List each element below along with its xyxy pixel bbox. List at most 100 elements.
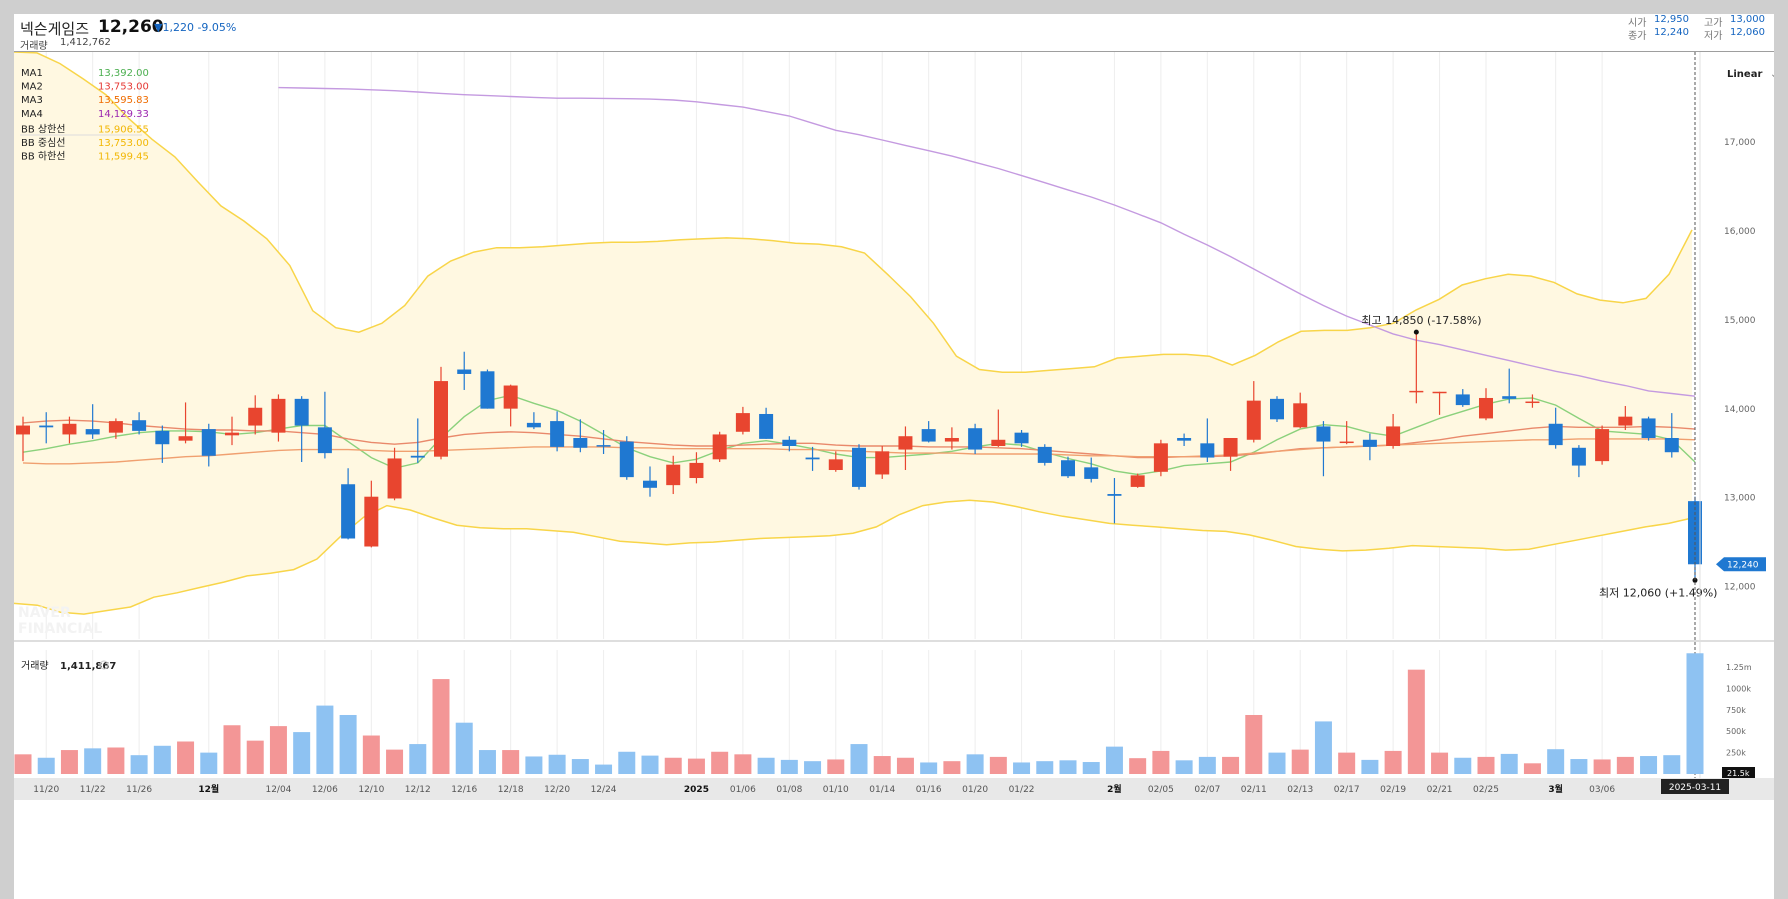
candle[interactable] (16, 416, 30, 462)
candle[interactable] (155, 425, 170, 463)
candle[interactable] (944, 427, 959, 450)
volume-bar (757, 757, 775, 774)
candle[interactable] (1641, 416, 1656, 441)
candle[interactable] (1246, 381, 1261, 443)
candle[interactable] (1339, 421, 1354, 445)
candle[interactable] (1014, 429, 1029, 447)
candle-body (619, 441, 634, 478)
candle[interactable] (178, 402, 193, 444)
candle[interactable] (1548, 407, 1563, 449)
candle[interactable] (1618, 405, 1633, 430)
candle[interactable] (457, 351, 472, 390)
candle[interactable] (317, 391, 332, 459)
candle[interactable] (387, 447, 402, 501)
candle-body (1455, 394, 1470, 406)
candle-body (225, 432, 239, 436)
candle[interactable] (1409, 332, 1424, 404)
candle[interactable] (1153, 439, 1168, 477)
candle[interactable] (968, 423, 983, 455)
candle-body (271, 398, 286, 433)
candle[interactable] (852, 444, 866, 490)
candle[interactable] (503, 384, 518, 427)
candle[interactable] (805, 446, 820, 471)
candle-body (178, 436, 193, 441)
candle[interactable] (1571, 445, 1586, 478)
candle[interactable] (434, 366, 448, 460)
candle[interactable] (1223, 437, 1238, 471)
volume-bar (130, 755, 148, 774)
candle[interactable] (1664, 413, 1679, 458)
candle[interactable] (1362, 433, 1377, 461)
candle[interactable] (921, 421, 936, 443)
candle[interactable] (410, 418, 425, 463)
candle[interactable] (1293, 392, 1308, 429)
candle[interactable] (271, 394, 286, 442)
candle[interactable] (225, 416, 239, 446)
candle[interactable] (1595, 425, 1610, 465)
candle[interactable] (619, 436, 634, 480)
candle[interactable] (1270, 396, 1284, 422)
candle[interactable] (875, 446, 890, 479)
candle[interactable] (1525, 394, 1540, 408)
candle[interactable] (991, 409, 1006, 447)
candle[interactable] (573, 419, 588, 453)
volume-bar (1384, 750, 1402, 774)
candle[interactable] (108, 418, 123, 439)
candle[interactable] (1037, 444, 1052, 466)
candle[interactable] (1061, 456, 1075, 479)
volume-axis-tick: 750k (1726, 706, 1746, 715)
candle[interactable] (1130, 473, 1145, 488)
candle[interactable] (712, 431, 727, 463)
candle[interactable] (39, 412, 54, 444)
candle[interactable] (85, 404, 100, 439)
candle[interactable] (643, 466, 657, 497)
candle[interactable] (735, 406, 750, 435)
candle[interactable] (898, 426, 913, 471)
legend-value: 11,599.45 (98, 152, 149, 163)
candle[interactable] (1502, 368, 1517, 404)
candle[interactable] (132, 412, 147, 435)
settings-icon[interactable] (99, 660, 109, 670)
candle[interactable] (201, 423, 216, 467)
candle[interactable] (759, 407, 774, 439)
candle[interactable] (689, 452, 704, 484)
watermark-line-1: NAVER (18, 605, 71, 621)
candle[interactable] (294, 396, 309, 463)
candle[interactable] (248, 395, 263, 435)
candle[interactable] (1107, 478, 1122, 524)
volume-bar (734, 754, 752, 774)
volume-bar (1616, 756, 1634, 774)
volume-bar (177, 741, 195, 774)
candle[interactable] (364, 480, 379, 548)
volume-bar (1500, 753, 1518, 774)
x-axis-tick: 3월 (1548, 783, 1563, 795)
candle[interactable] (828, 451, 843, 472)
candle-body (1130, 475, 1145, 487)
x-axis-tick: 12/20 (544, 785, 570, 795)
candle[interactable] (1386, 413, 1401, 449)
candle[interactable] (480, 369, 495, 409)
candle[interactable] (1432, 391, 1447, 415)
current-price-tag-text: 12,240 (1727, 560, 1759, 570)
candle[interactable] (596, 429, 611, 455)
candle[interactable] (341, 468, 356, 540)
legend-label: MA3 (21, 95, 43, 106)
candle[interactable] (666, 455, 681, 495)
volume-bar (1175, 760, 1193, 774)
candle[interactable] (1479, 388, 1493, 421)
candle-body (39, 425, 54, 428)
candle[interactable] (1455, 389, 1470, 407)
current-volume-tag-text: 21.5k (1727, 769, 1750, 778)
candle-body (155, 430, 170, 445)
volume-panel-label: 거래량 (21, 660, 49, 672)
candle[interactable] (1200, 418, 1215, 463)
candle[interactable] (1316, 421, 1331, 477)
candle[interactable] (782, 436, 797, 452)
candle[interactable] (1177, 433, 1192, 447)
candle-body (1061, 460, 1075, 477)
candle[interactable] (550, 411, 565, 452)
candle[interactable] (526, 412, 541, 430)
candle[interactable] (62, 416, 77, 444)
candle[interactable] (1084, 457, 1099, 483)
